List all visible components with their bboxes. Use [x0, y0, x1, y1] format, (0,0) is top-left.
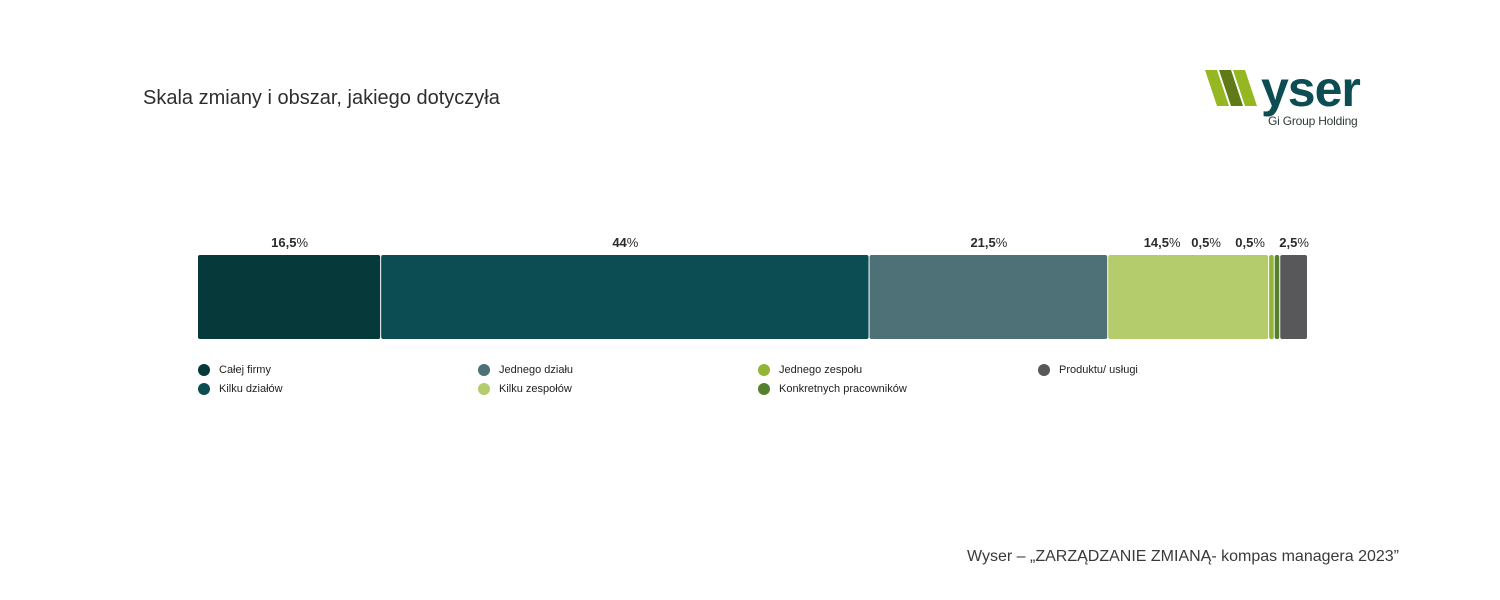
bar-segment-2 — [381, 255, 869, 339]
page-title: Skala zmiany i obszar, jakiego dotyczyła — [143, 87, 500, 109]
wyser-logo: yser — [1205, 66, 1361, 117]
logo-tagline: Gi Group Holding — [1268, 114, 1358, 128]
legend-label: Kilku działów — [219, 383, 283, 395]
chart-legend: Całej firmy Kilku działów Jednego działu Ki… — [198, 364, 1318, 404]
legend-swatch — [198, 383, 210, 395]
legend-item: Kilku działów — [198, 383, 283, 395]
data-label-3: 21,5% — [970, 235, 1007, 250]
bar-segment-5 — [1269, 255, 1274, 339]
legend-swatch — [478, 383, 490, 395]
data-label-6: 0,5% — [1235, 235, 1265, 250]
bar-segment-1 — [198, 255, 381, 339]
legend-swatch — [1038, 364, 1050, 376]
legend-item: Jednego działu — [478, 364, 573, 376]
legend-swatch — [478, 364, 490, 376]
legend-label: Konkretnych pracowników — [779, 383, 907, 395]
legend-label: Kilku zespołów — [499, 383, 572, 395]
bar-segment-4 — [1108, 255, 1269, 339]
legend-label: Produktu/ usługi — [1059, 364, 1138, 376]
data-label-5: 0,5% — [1191, 235, 1221, 250]
legend-label: Jednego zespołu — [779, 364, 863, 376]
bar-segment-3 — [869, 255, 1108, 339]
data-label-7: 2,5% — [1279, 235, 1309, 250]
legend-item: Produktu/ usługi — [1038, 364, 1138, 376]
legend-item: Całej firmy — [198, 364, 271, 376]
legend-label: Całej firmy — [219, 364, 271, 376]
legend-label: Jednego działu — [499, 364, 574, 376]
svg-text:yser: yser — [1261, 66, 1360, 117]
bar-segment-7 — [1280, 255, 1307, 339]
legend-swatch — [758, 383, 770, 395]
legend-swatch — [198, 364, 210, 376]
legend-item: Konkretnych pracowników — [758, 383, 907, 395]
legend-swatch — [758, 364, 770, 376]
source-footer: Wyser – „ZARZĄDZANIE ZMIANĄ- kompas mana… — [967, 548, 1399, 565]
data-label-4: 14,5% — [1144, 235, 1181, 250]
data-label-1: 16,5% — [271, 235, 308, 250]
data-label-2: 44% — [612, 235, 638, 250]
legend-item: Kilku zespołów — [478, 383, 572, 395]
legend-item: Jednego zespołu — [758, 364, 862, 376]
bar-segment-6 — [1274, 255, 1280, 339]
